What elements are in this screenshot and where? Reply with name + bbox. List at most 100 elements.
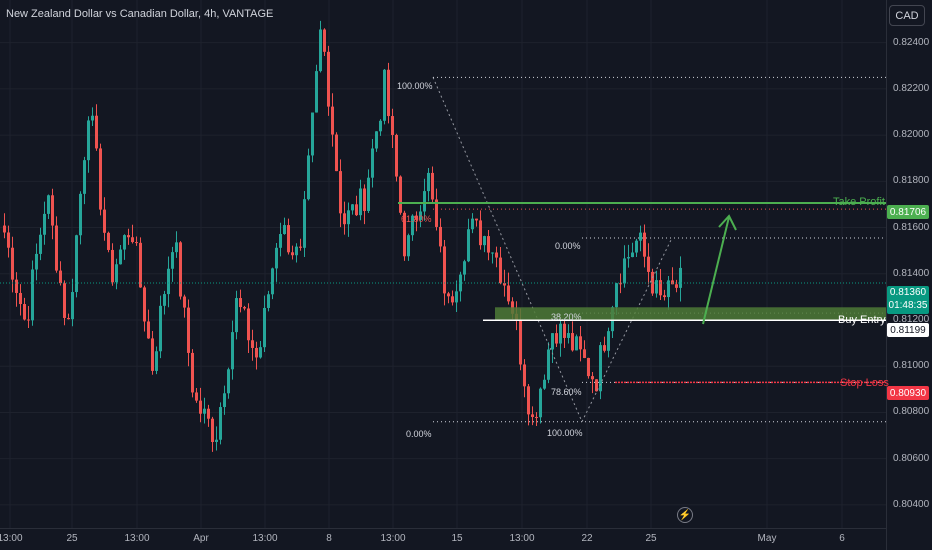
candle-body (419, 211, 422, 220)
candle-body (323, 29, 326, 52)
candle-body (383, 69, 386, 121)
candle-body (399, 176, 402, 213)
candle-body (359, 188, 362, 216)
candle-body (143, 287, 146, 322)
candle-body (155, 351, 158, 371)
candle-body (103, 209, 106, 233)
candle-body (303, 199, 306, 248)
fib-retracement-label: 0.00% (406, 429, 432, 439)
candle-body (527, 386, 530, 415)
candle-body (443, 246, 446, 294)
candle-body (531, 414, 534, 417)
fib-retracement-label: 61.80% (401, 214, 432, 224)
candle-body (523, 364, 526, 387)
candle-body (579, 336, 582, 350)
candle-body (455, 291, 458, 303)
fib-extension-label: 78.60% (551, 387, 582, 397)
candle-body (235, 298, 238, 333)
candle-body (615, 283, 618, 308)
candle-body (183, 296, 186, 308)
candle-body (483, 236, 486, 246)
lightning-icon[interactable]: ⚡ (677, 507, 693, 523)
candle-body (339, 171, 342, 214)
candle-body (607, 331, 610, 351)
candle-body (191, 352, 194, 393)
candle-body (459, 274, 462, 292)
currency-button[interactable]: CAD (889, 5, 925, 26)
candle-body (543, 379, 546, 389)
candle-body (263, 307, 266, 348)
candle-body (283, 225, 286, 235)
candle-body (427, 172, 430, 192)
candle-body (171, 252, 174, 269)
candle-body (331, 106, 334, 135)
candle-body (335, 134, 338, 172)
candle-body (639, 232, 642, 241)
fib-trendline (581, 237, 673, 422)
candle-body (163, 294, 166, 306)
candle-body (571, 333, 574, 351)
candle-body (491, 252, 494, 254)
candle-body (471, 218, 474, 230)
candle-body (139, 242, 142, 288)
candle-body (327, 51, 330, 107)
candle-body (415, 215, 418, 220)
candle-body (83, 160, 86, 194)
projection-arrow-head (718, 214, 737, 231)
candle-body (559, 323, 562, 344)
candle-body (395, 134, 398, 177)
price-tick-label: 0.81200 (893, 314, 930, 325)
candle-body (267, 294, 270, 308)
candle-body (555, 333, 558, 344)
candle-body (595, 379, 598, 392)
candle-body (251, 340, 254, 348)
candle-body (243, 307, 246, 309)
candle-body (599, 345, 602, 392)
time-tick-label: 6 (839, 533, 845, 544)
candle-body (503, 283, 506, 286)
candle-body (203, 408, 206, 414)
price-tick-label: 0.82000 (893, 129, 930, 141)
candle-body (311, 112, 314, 156)
candle-body (463, 261, 466, 275)
buy-entry-price-label: 0.81199 (887, 323, 929, 337)
candle-body (403, 212, 406, 257)
candle-body (363, 188, 366, 211)
candle-body (135, 242, 138, 244)
candle-body (123, 235, 126, 250)
candle-body (367, 177, 370, 211)
candle-body (239, 298, 242, 308)
candle-body (587, 357, 590, 377)
candle-body (63, 283, 66, 318)
candle-body (567, 333, 570, 338)
candle-body (127, 235, 130, 238)
fib-extension-label: 38.20% (551, 312, 582, 322)
candle-body (623, 258, 626, 284)
candle-body (287, 225, 290, 253)
time-tick-label: 25 (645, 533, 657, 544)
fib-retracement-label: 100.00% (397, 81, 433, 91)
time-axis-separator (0, 528, 886, 529)
candle-body (467, 229, 470, 262)
candle-body (227, 369, 230, 394)
candle-body (95, 115, 98, 149)
candle-body (619, 283, 622, 285)
candle-body (351, 204, 354, 211)
candle-body (91, 115, 94, 121)
bar-countdown: 01:48:35 (888, 300, 928, 311)
candle-body (631, 252, 634, 258)
fib-extension-label: 100.00% (547, 428, 583, 438)
candle-body (603, 345, 606, 351)
candle-body (627, 257, 630, 259)
candle-body (679, 267, 682, 288)
time-tick-label: 13:00 (380, 533, 406, 544)
candle-body (27, 319, 30, 321)
time-tick-label: May (757, 533, 777, 544)
candle-body (275, 247, 278, 269)
time-tick-label: 13:00 (509, 533, 535, 544)
candle-body (67, 317, 70, 320)
candle-body (675, 284, 678, 288)
candle-body (291, 252, 294, 256)
candle-body (635, 240, 638, 253)
